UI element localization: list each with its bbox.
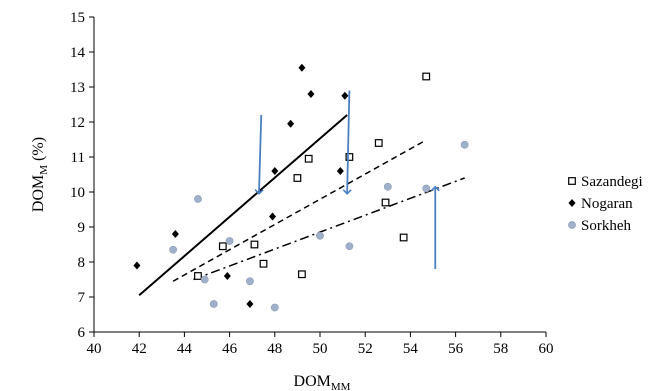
point-nogaran bbox=[287, 119, 295, 128]
point-sazandegi bbox=[250, 240, 259, 249]
point-nogaran bbox=[336, 167, 344, 175]
arrow-annotations bbox=[254, 90, 440, 269]
point-sazandegi bbox=[345, 153, 354, 161]
point-nogaran bbox=[298, 63, 306, 72]
arrow-down-2 bbox=[342, 90, 352, 195]
legend-marker-sazandegi bbox=[568, 177, 576, 185]
x-axis-title: DOMMM bbox=[294, 373, 351, 391]
x-tick-label: 46 bbox=[222, 341, 238, 357]
point-sorkheh bbox=[422, 184, 431, 193]
legend: Sazandegi Nogaran Sorkheh bbox=[568, 174, 643, 234]
y-tick-label: 10 bbox=[70, 185, 85, 201]
y-tick-label: 9 bbox=[78, 220, 86, 236]
point-sorkheh bbox=[209, 300, 218, 308]
trendlines bbox=[138, 114, 465, 297]
point-nogaran bbox=[171, 230, 179, 238]
point-sazandegi bbox=[194, 272, 202, 280]
point-nogaran bbox=[307, 90, 315, 98]
point-sorkheh bbox=[345, 242, 354, 251]
x-tick-label: 48 bbox=[267, 341, 282, 357]
point-sorkheh bbox=[225, 237, 234, 245]
point-sazandegi bbox=[298, 270, 306, 279]
legend-marker-nogaran bbox=[568, 199, 576, 207]
point-nogaran bbox=[223, 272, 231, 280]
legend-marker-sorkheh bbox=[568, 221, 576, 229]
legend-label-sorkheh: Sorkheh bbox=[581, 218, 631, 234]
y-axis-title: DOMM (%) bbox=[30, 137, 50, 212]
point-sorkheh bbox=[246, 277, 254, 286]
point-sorkheh bbox=[316, 231, 324, 240]
trendline-nogaran bbox=[172, 140, 425, 282]
point-sorkheh bbox=[169, 245, 177, 254]
arrow-down-1 bbox=[254, 114, 264, 195]
x-tick-label: 42 bbox=[132, 341, 147, 357]
y-tick-label: 13 bbox=[70, 80, 85, 96]
legend-label-sazandegi: Sazandegi bbox=[581, 174, 643, 190]
point-sazandegi bbox=[399, 233, 408, 242]
point-nogaran bbox=[341, 91, 349, 100]
point-sorkheh bbox=[194, 195, 202, 203]
x-tick-label: 54 bbox=[403, 341, 419, 357]
trendline-sazandegi bbox=[138, 114, 348, 297]
point-sazandegi bbox=[422, 72, 431, 81]
point-nogaran bbox=[269, 212, 277, 221]
x-tick-label: 44 bbox=[177, 341, 193, 357]
point-sazandegi bbox=[374, 139, 383, 147]
axes: 40 42 44 46 48 50 52 54 56 58 60 6 7 8 9 10 11 12 13 14 15 DO… bbox=[30, 10, 554, 391]
trendline-sorkheh bbox=[193, 177, 465, 281]
x-tick-label: 58 bbox=[493, 341, 508, 357]
x-tick-label: 50 bbox=[313, 341, 328, 357]
x-tick-label: 60 bbox=[539, 341, 554, 357]
y-tick-label: 6 bbox=[78, 325, 86, 341]
y-tick-label: 7 bbox=[78, 290, 86, 306]
y-tick-label: 8 bbox=[78, 255, 86, 271]
x-tick-label: 52 bbox=[358, 341, 373, 357]
point-sorkheh bbox=[460, 140, 469, 149]
x-tick-label: 56 bbox=[448, 341, 464, 357]
legend-label-nogaran: Nogaran bbox=[581, 196, 633, 212]
point-sazandegi bbox=[293, 174, 302, 182]
point-sazandegi bbox=[304, 154, 313, 163]
point-sazandegi bbox=[259, 259, 268, 268]
point-sazandegi bbox=[381, 198, 390, 207]
point-sorkheh bbox=[200, 275, 209, 284]
point-nogaran bbox=[246, 300, 254, 308]
data-points bbox=[133, 63, 469, 312]
point-nogaran bbox=[133, 261, 141, 270]
point-sorkheh bbox=[270, 303, 279, 312]
y-tick-label: 15 bbox=[70, 10, 85, 26]
point-sazandegi bbox=[218, 242, 227, 251]
point-sorkheh bbox=[383, 182, 392, 191]
y-tick-label: 14 bbox=[70, 45, 86, 61]
point-nogaran bbox=[271, 167, 279, 175]
y-tick-label: 11 bbox=[71, 150, 85, 166]
y-tick-label: 12 bbox=[70, 115, 85, 131]
x-tick-label: 40 bbox=[87, 341, 102, 357]
